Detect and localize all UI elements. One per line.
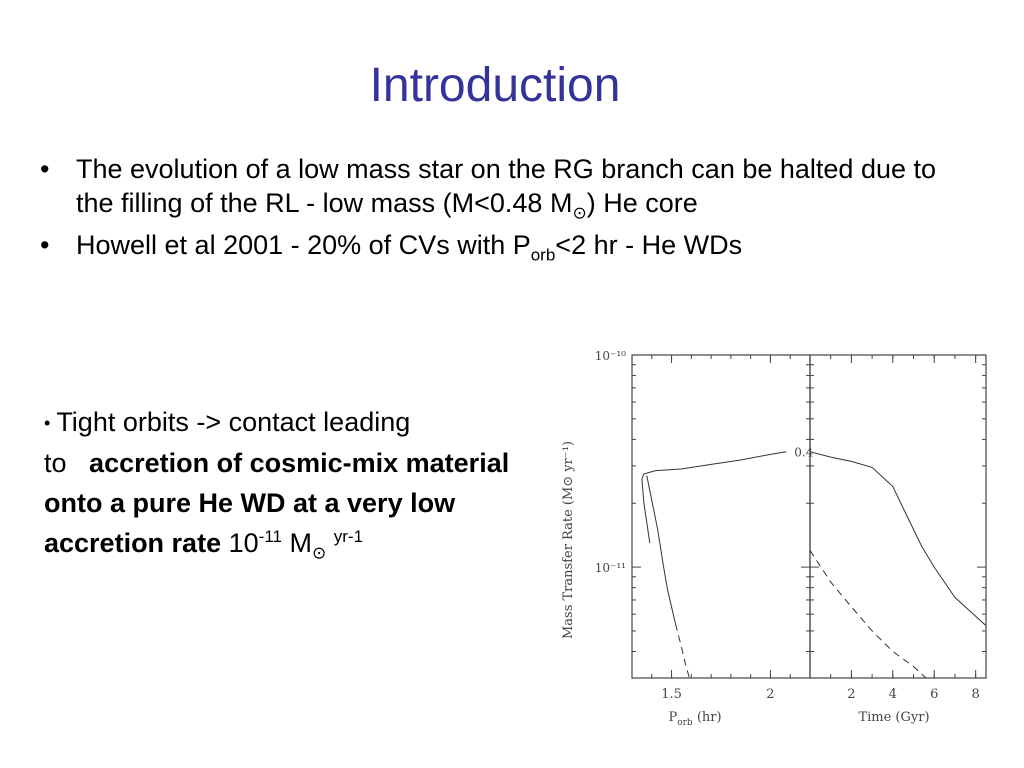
- x-tick-label: 8: [972, 687, 980, 702]
- y-tick-label: 10⁻¹¹: [595, 561, 626, 575]
- svg-text:Porb (hr): Porb (hr): [668, 710, 721, 728]
- x-tick-label: 4: [889, 687, 897, 702]
- sun-symbol: ⊙: [311, 543, 327, 563]
- xlabel-hr: (hr): [697, 710, 722, 725]
- unit-per-year: yr-1: [333, 527, 364, 546]
- chart-panel-time: 2 4 6 8: [809, 354, 987, 702]
- note-text: Tight orbits -> contact leading to: [44, 407, 411, 478]
- y-tick-label: 10⁻¹⁰: [595, 349, 626, 363]
- chart-xlabel-time: Time (Gyr): [858, 710, 929, 725]
- x-tick-label: 1.5: [661, 687, 682, 702]
- bullet-item-evolution: • The evolution of a low mass star on th…: [40, 152, 980, 223]
- solid-series-line: [646, 475, 676, 625]
- solid-series-line: [641, 451, 787, 543]
- slide-title: Introduction: [369, 59, 621, 112]
- orb-subscript: orb: [530, 245, 556, 265]
- xlabel-sub: orb: [677, 718, 693, 728]
- bullet-text: ) He core: [586, 188, 698, 218]
- bullet-dot-icon: •: [44, 413, 51, 433]
- bullet-text: Howell et al 2001 - 20% of CVs with P: [76, 230, 531, 260]
- bullet-text: <2 hr - He WDs: [555, 230, 743, 260]
- dashed-series-line: [809, 550, 927, 679]
- solid-series-line: [809, 451, 987, 626]
- bullet-dot-icon: •: [40, 230, 50, 260]
- unit-mass: M: [289, 528, 312, 558]
- mass-transfer-chart: Mass Transfer Rate (M⊙ yr⁻¹) 1.5 2 10⁻¹⁰ 10…: [561, 349, 987, 728]
- curve-annotation: 0.4: [794, 446, 813, 460]
- dashed-series-line: [675, 623, 690, 679]
- rate-exponent: -11: [258, 527, 282, 546]
- note-bold-text: accretion of cosmic-mix material onto a …: [44, 448, 510, 558]
- bullet-text: The evolution of a low mass star on the …: [76, 154, 937, 218]
- accretion-note: • Tight orbits -> contact leading to accr…: [44, 402, 544, 563]
- bullet-dot-icon: •: [40, 154, 50, 184]
- rate-value: 10: [228, 528, 259, 558]
- xlabel-p: P: [668, 710, 677, 725]
- chart-panel-porb: 1.5 2 10⁻¹⁰ 10⁻¹¹ 0.4: [595, 349, 814, 702]
- plot-frame: [631, 354, 811, 679]
- sun-symbol: ⊙: [572, 203, 587, 223]
- x-tick-label: 2: [847, 687, 855, 702]
- x-tick-label: 2: [766, 687, 774, 702]
- bullet-list: • The evolution of a low mass star on th…: [40, 152, 980, 270]
- plot-frame: [809, 354, 987, 679]
- chart-xlabel-porb: Porb (hr): [668, 710, 721, 728]
- chart-ylabel: Mass Transfer Rate (M⊙ yr⁻¹): [561, 441, 576, 639]
- x-tick-label: 6: [930, 687, 938, 702]
- bullet-item-howell: • Howell et al 2001 - 20% of CVs with Po…: [40, 228, 980, 265]
